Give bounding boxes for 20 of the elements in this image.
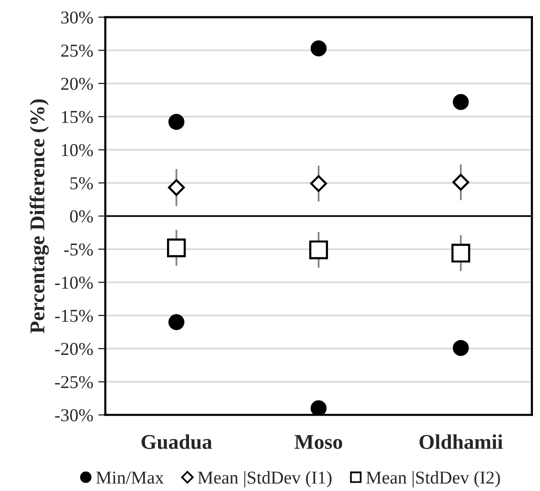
x-tick-label: Guadua <box>142 434 212 450</box>
legend-label: Min/Max <box>96 472 164 484</box>
y-tick-label: 20% <box>61 78 93 90</box>
x-tick-label: Oldhamii <box>420 434 503 449</box>
y-tick-label: 25% <box>61 44 93 57</box>
y-tick-label: -30% <box>55 409 93 422</box>
y-tick-label: -10% <box>55 276 93 289</box>
x-tick-label: Moso <box>294 435 342 449</box>
legend-label: Mean |StdDev (I1) <box>198 471 332 488</box>
y-tick-label: -5% <box>64 243 93 256</box>
y-tick-label: 30% <box>61 11 93 24</box>
y-tick-label: 5% <box>70 177 93 190</box>
y-tick-label: 0% <box>70 210 93 223</box>
y-tick-label: -15% <box>55 310 93 322</box>
y-tick-label: 10% <box>62 144 93 156</box>
legend-label: Mean |StdDev (I2) <box>366 471 500 488</box>
y-tick-label: -20% <box>55 342 93 356</box>
y-axis-title: Percentage Difference (%) <box>30 99 49 334</box>
y-tick-label: 15% <box>62 110 93 124</box>
y-tick-label: -25% <box>55 376 93 388</box>
